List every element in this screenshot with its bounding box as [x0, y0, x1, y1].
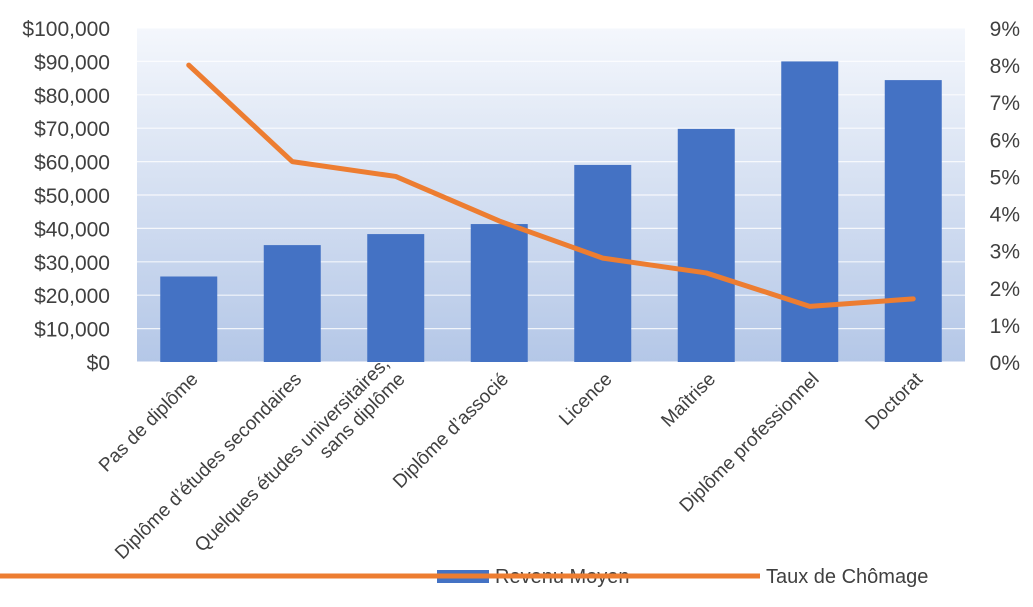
y-right-tick-label: 4% [990, 204, 1020, 227]
x-tick-label-line: Maîtrise [657, 369, 720, 432]
y-left-tick-label: $40,000 [34, 218, 110, 241]
x-tick-label: Pas de diplôme [95, 369, 202, 476]
bar [781, 61, 839, 363]
bar [574, 164, 632, 362]
y-left-tick-label: $60,000 [34, 152, 110, 175]
x-tick-label-line: Pas de diplôme [95, 369, 202, 476]
bar [677, 128, 735, 362]
legend: Revenu Moyen Taux de Chômage [0, 566, 928, 588]
y-left-tick-label: $100,000 [22, 18, 110, 41]
y-right-tick-label: 0% [990, 352, 1020, 375]
y-right-tick-label: 8% [990, 55, 1020, 78]
bar [263, 245, 321, 362]
y-right-tick-label: 1% [990, 315, 1020, 338]
y-left-tick-label: $30,000 [34, 252, 110, 275]
y-left-tick-label: $20,000 [34, 285, 110, 308]
y-right-tick-label: 3% [990, 241, 1020, 264]
x-tick-label-line: Licence [555, 369, 616, 430]
legend-label-chomage: Taux de Chômage [766, 566, 928, 588]
y-right-tick-label: 2% [990, 278, 1020, 301]
x-tick-label-line: Diplôme d’associé [389, 369, 513, 493]
y-right-tick-label: 9% [990, 18, 1020, 41]
x-tick-label: Maîtrise [657, 369, 720, 432]
bar [470, 224, 528, 362]
unemployment-line [186, 62, 916, 309]
x-tick-label-line: Doctorat [861, 368, 927, 434]
x-tick-label: Licence [555, 369, 616, 430]
bar [367, 234, 425, 362]
x-tick-label: Doctorat [861, 368, 927, 434]
bar [160, 276, 218, 362]
y-right-tick-label: 7% [990, 92, 1020, 115]
y-left-tick-label: $50,000 [34, 185, 110, 208]
y-left-tick-label: $0 [87, 352, 110, 375]
x-tick-label: Diplôme d’associé [389, 369, 513, 493]
y-left-tick-label: $10,000 [34, 319, 110, 342]
y-left-tick-label: $70,000 [34, 118, 110, 141]
bar [884, 80, 942, 362]
y-left-tick-label: $80,000 [34, 85, 110, 108]
y-right-tick-label: 6% [990, 129, 1020, 152]
y-left-tick-label: $90,000 [34, 51, 110, 74]
y-right-tick-label: 5% [990, 166, 1020, 189]
